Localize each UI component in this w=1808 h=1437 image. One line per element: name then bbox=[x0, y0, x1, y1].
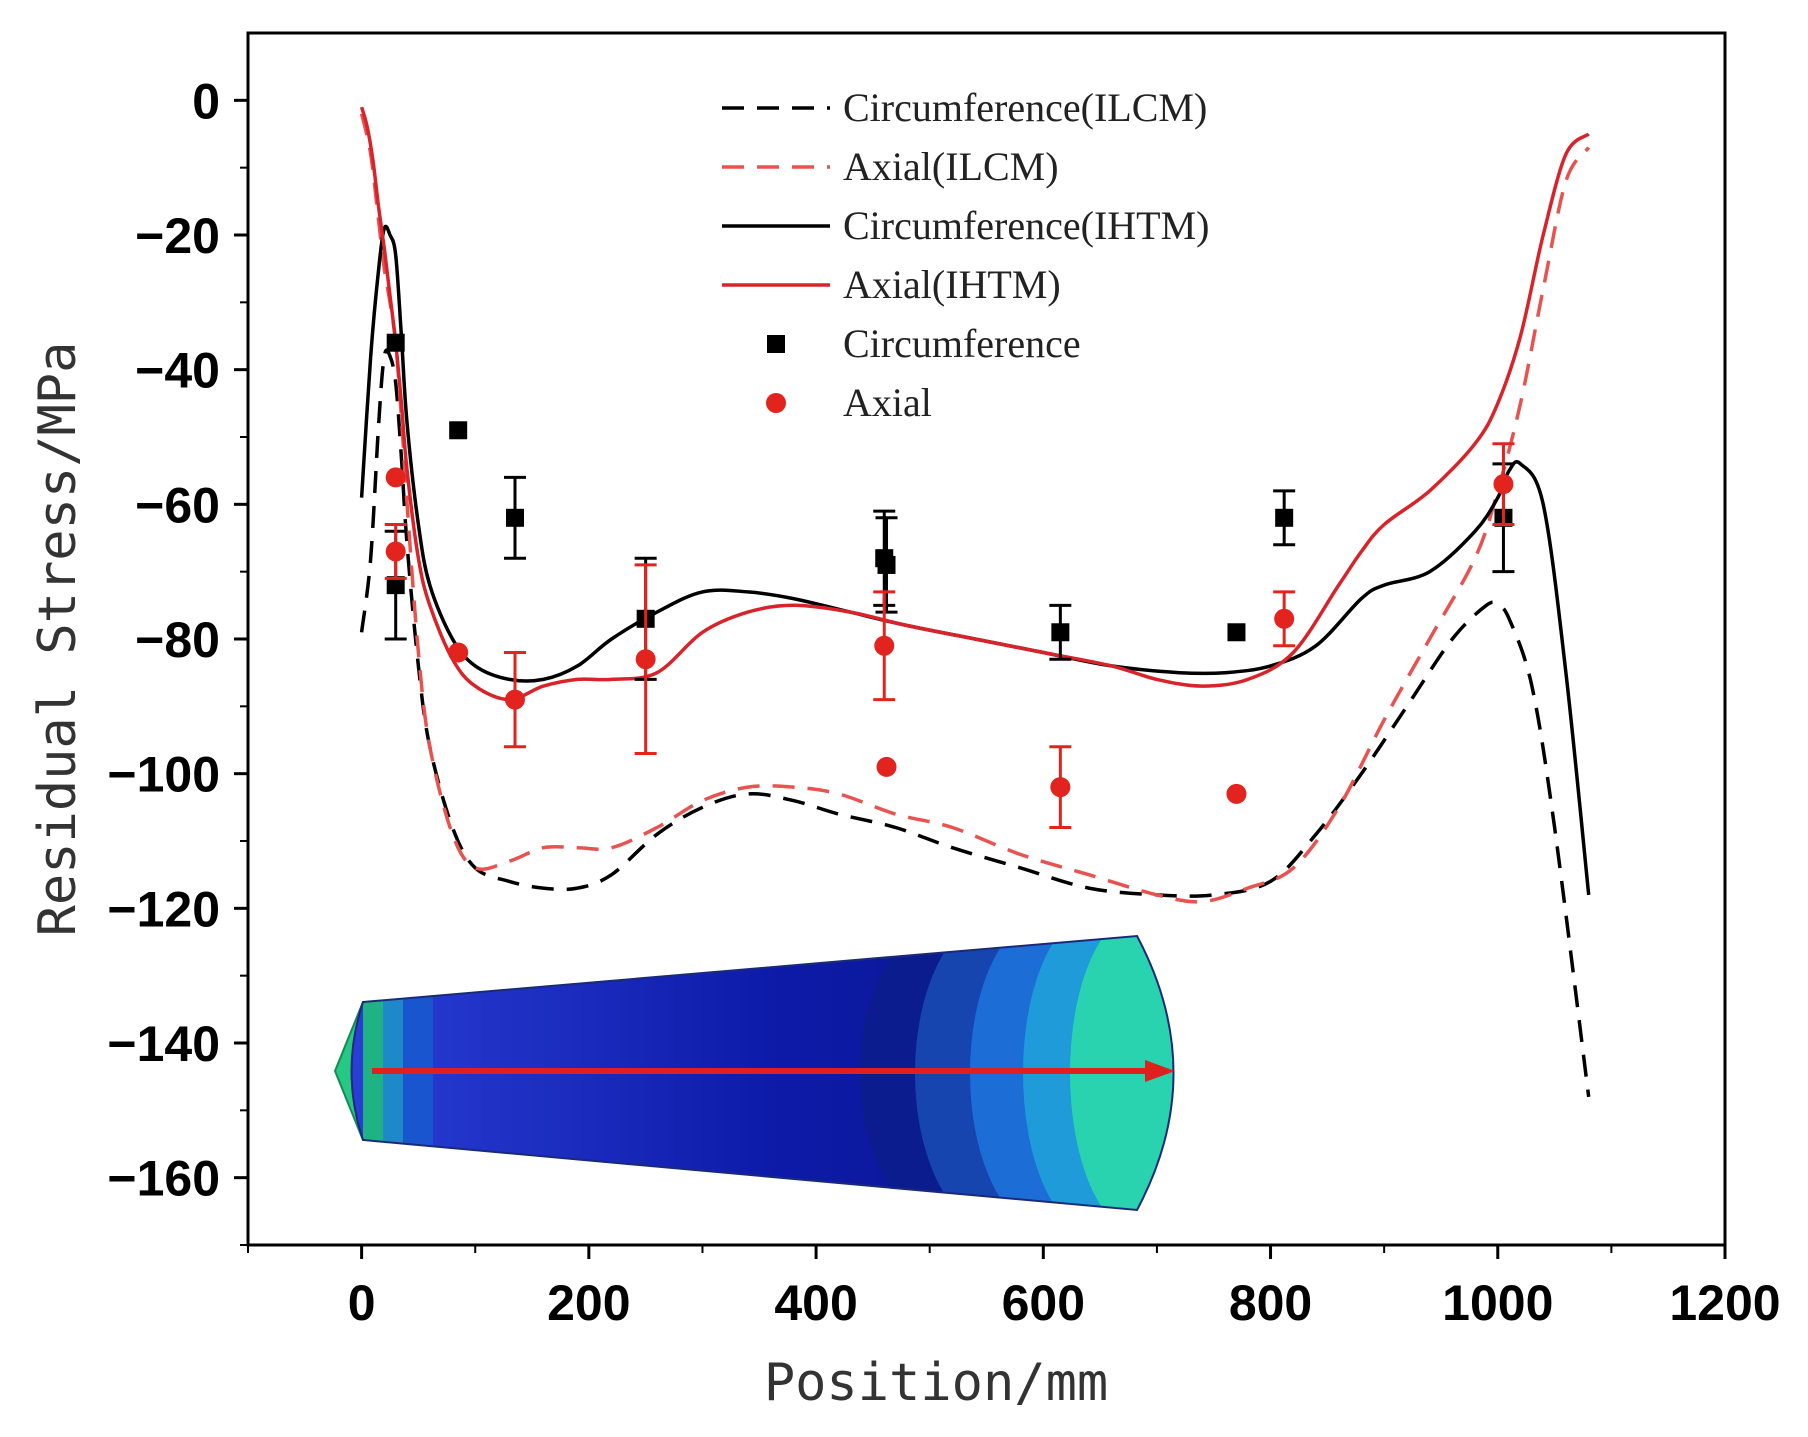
axial-point bbox=[1050, 777, 1071, 798]
ticks-layer: 0 200 400 600 800 1000 1200 0 −20 −40 −60 −80 −100 −1… bbox=[107, 73, 1780, 1331]
y-tick-label: −120 bbox=[107, 881, 220, 937]
x-tick-label: 0 bbox=[348, 1275, 376, 1331]
line-axial-ilcm bbox=[359, 113, 1591, 904]
legend-label: Circumference(ILCM) bbox=[843, 85, 1207, 130]
x-axis-title: Position/mm bbox=[764, 1353, 1108, 1413]
x-tick-label: 200 bbox=[547, 1275, 630, 1331]
line-axial-ihtm bbox=[359, 106, 1590, 702]
axial-point bbox=[385, 467, 406, 488]
axial-point bbox=[1493, 474, 1514, 495]
y-axis-title: Residual Stress/MPa bbox=[28, 342, 88, 937]
x-tick-label: 1000 bbox=[1442, 1275, 1553, 1331]
legend-swatch bbox=[767, 335, 785, 353]
y-tick-label: −80 bbox=[135, 612, 220, 668]
circumference-point bbox=[1051, 623, 1070, 642]
axial-point bbox=[1274, 608, 1295, 629]
legend: Circumference(ILCM) Axial(ILCM) Circumfere… bbox=[722, 85, 1209, 425]
circumference-point bbox=[505, 508, 524, 527]
legend-swatch bbox=[766, 393, 786, 413]
y-tick-label: −20 bbox=[135, 208, 220, 264]
axial-point bbox=[1226, 783, 1247, 804]
y-tick-label: 0 bbox=[192, 73, 220, 129]
x-tick-label: 600 bbox=[1002, 1275, 1085, 1331]
circumference-point bbox=[1275, 508, 1294, 527]
cone-model-illustration bbox=[333, 934, 1175, 1212]
axial-point bbox=[874, 635, 895, 656]
x-tick-label: 800 bbox=[1229, 1275, 1312, 1331]
legend-label: Circumference bbox=[843, 321, 1081, 366]
axial-point bbox=[876, 756, 897, 777]
circumference-point bbox=[386, 576, 405, 595]
legend-label: Circumference(IHTM) bbox=[843, 203, 1209, 248]
circumference-point bbox=[877, 555, 896, 574]
circumference-point bbox=[1227, 623, 1246, 642]
x-tick-label: 1200 bbox=[1669, 1275, 1780, 1331]
y-tick-label: −40 bbox=[135, 343, 220, 399]
x-tick-label: 400 bbox=[774, 1275, 857, 1331]
axial-point bbox=[448, 642, 469, 663]
series-layer bbox=[359, 106, 1591, 1098]
legend-label: Axial bbox=[843, 380, 932, 425]
legend-label: Axial(ILCM) bbox=[843, 144, 1059, 189]
legend-label: Axial(IHTM) bbox=[843, 262, 1061, 307]
y-tick-label: −140 bbox=[107, 1016, 220, 1072]
axial-point bbox=[635, 649, 656, 670]
axial-point bbox=[504, 689, 525, 710]
circumference-point bbox=[449, 421, 468, 440]
y-tick-label: −160 bbox=[107, 1151, 220, 1207]
y-tick-label: −60 bbox=[135, 477, 220, 533]
circumference-point bbox=[386, 333, 405, 352]
axial-point bbox=[385, 541, 406, 562]
markers-layer bbox=[384, 333, 1515, 830]
line-circumference-ilcm bbox=[359, 348, 1591, 1098]
y-tick-label: −100 bbox=[107, 747, 220, 803]
